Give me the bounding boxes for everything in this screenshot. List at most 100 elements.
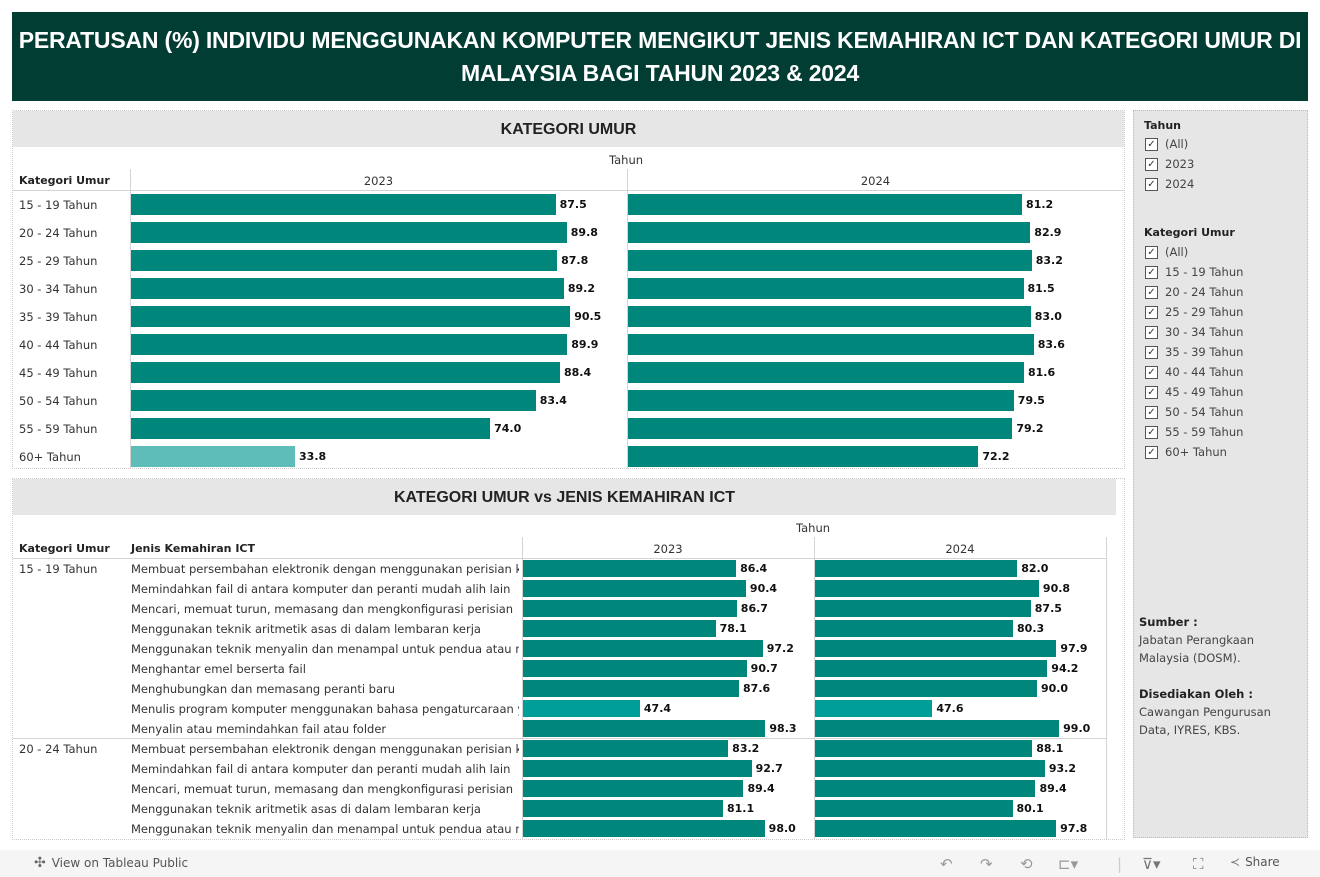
data-label: 78.1 xyxy=(719,622,747,635)
redo-icon[interactable]: ↷ xyxy=(980,855,993,873)
bar-2024 xyxy=(815,760,1045,777)
row-label: 60+ Tahun xyxy=(19,450,81,464)
checkbox-checked-icon[interactable]: ✓ xyxy=(1145,405,1158,419)
divider xyxy=(627,169,628,469)
filter-option[interactable]: ✓ (All) xyxy=(1145,137,1188,151)
revert-icon[interactable]: ⟲ xyxy=(1020,855,1033,873)
skill-label: Menggunakan teknik aritmetik asas di dal… xyxy=(131,802,481,816)
filter-option[interactable]: ✓ 25 - 29 Tahun xyxy=(1145,305,1243,319)
data-label: 89.4 xyxy=(1039,782,1067,795)
filter-option-label: 25 - 29 Tahun xyxy=(1165,305,1244,319)
bar-2023 xyxy=(523,800,723,817)
bar-2024 xyxy=(815,740,1033,757)
skill-label: Membuat persembahan elektronik dengan me… xyxy=(131,562,519,576)
skill-label: Membuat persembahan elektronik dengan me… xyxy=(131,742,519,756)
checkbox-checked-icon[interactable]: ✓ xyxy=(1145,305,1158,319)
data-label: 83.2 xyxy=(1035,254,1063,267)
view-on-tableau-public-link[interactable]: ✣ View on Tableau Public xyxy=(34,855,188,871)
download-icon[interactable]: ⊽▾ xyxy=(1142,855,1161,873)
row-header-kategori: Kategori Umur xyxy=(19,174,110,187)
checkbox-checked-icon[interactable]: ✓ xyxy=(1145,325,1158,339)
column-header-tahun: Tahun xyxy=(796,521,831,535)
filter-panel: Tahun ✓ (All) ✓ 2023 ✓ 2024 Kategori Umur ✓ (A… xyxy=(1133,110,1308,838)
filter-option[interactable]: ✓ 2023 xyxy=(1145,157,1194,171)
divider: | xyxy=(1117,855,1123,873)
divider xyxy=(814,537,815,839)
chart-title: KATEGORI UMUR xyxy=(13,111,1124,147)
data-label: 90.5 xyxy=(574,310,602,323)
data-label: 97.2 xyxy=(766,642,794,655)
skill-label: Mencari, memuat turun, memasang dan meng… xyxy=(131,602,514,616)
filter-option[interactable]: ✓ 30 - 34 Tahun xyxy=(1145,325,1243,339)
data-label: 87.8 xyxy=(561,254,589,267)
skill-label: Menggunakan teknik menyalin dan menampal… xyxy=(131,642,519,656)
data-label: 88.1 xyxy=(1036,742,1064,755)
checkbox-checked-icon[interactable]: ✓ xyxy=(1145,345,1158,359)
checkbox-checked-icon[interactable]: ✓ xyxy=(1145,385,1158,399)
year-header-2023: 2023 xyxy=(653,542,683,556)
checkbox-checked-icon[interactable]: ✓ xyxy=(1145,157,1158,171)
data-label: 33.8 xyxy=(299,450,327,463)
data-label: 90.4 xyxy=(749,582,778,595)
filter-option[interactable]: ✓ (All) xyxy=(1145,245,1188,259)
bar-2023 xyxy=(523,600,737,617)
filter-option-label: 35 - 39 Tahun xyxy=(1165,345,1244,359)
row-label: 55 - 59 Tahun xyxy=(19,422,98,436)
filter-option-label: 2023 xyxy=(1165,157,1195,171)
checkbox-checked-icon[interactable]: ✓ xyxy=(1145,285,1158,299)
bar-2024 xyxy=(628,390,1014,411)
bar-2023 xyxy=(523,760,752,777)
fullscreen-icon[interactable]: ⛶ xyxy=(1193,855,1204,873)
bar-2023 xyxy=(131,250,558,271)
filter-option[interactable]: ✓ 35 - 39 Tahun xyxy=(1145,345,1243,359)
filter-option[interactable]: ✓ 60+ Tahun xyxy=(1145,445,1227,459)
bar-2023 xyxy=(523,740,729,757)
filter-option[interactable]: ✓ 2024 xyxy=(1145,177,1194,191)
bar-2023 xyxy=(523,680,740,697)
divider xyxy=(13,190,1124,191)
data-label: 89.4 xyxy=(747,782,775,795)
checkbox-checked-icon[interactable]: ✓ xyxy=(1145,245,1158,259)
data-label: 81.2 xyxy=(1026,198,1054,211)
filter-option-label: 45 - 49 Tahun xyxy=(1165,385,1244,399)
filter-option[interactable]: ✓ 40 - 44 Tahun xyxy=(1145,365,1243,379)
filter-option[interactable]: ✓ 20 - 24 Tahun xyxy=(1145,285,1243,299)
bar-2024 xyxy=(815,620,1014,637)
bar-2023 xyxy=(523,780,744,797)
checkbox-checked-icon[interactable]: ✓ xyxy=(1145,265,1158,279)
skill-label: Menyalin atau memindahkan fail atau fold… xyxy=(131,722,387,736)
skill-label: Menggunakan teknik menyalin dan menampal… xyxy=(131,822,519,836)
checkbox-checked-icon[interactable]: ✓ xyxy=(1145,365,1158,379)
filter-option[interactable]: ✓ 15 - 19 Tahun xyxy=(1145,265,1243,279)
data-label: 81.5 xyxy=(1027,282,1055,295)
filter-option[interactable]: ✓ 45 - 49 Tahun xyxy=(1145,385,1243,399)
data-label: 81.6 xyxy=(1028,366,1056,379)
bar-2024 xyxy=(815,680,1037,697)
data-label: 98.0 xyxy=(768,822,796,835)
bar-2024 xyxy=(628,194,1023,215)
column-header-tahun: Tahun xyxy=(609,153,644,167)
undo-icon[interactable]: ↶ xyxy=(940,855,953,873)
bar-2024 xyxy=(628,418,1013,439)
refresh-icon[interactable]: ⊏▾ xyxy=(1058,855,1079,873)
source-label: Sumber : xyxy=(1139,615,1198,629)
row-label: 20 - 24 Tahun xyxy=(19,226,98,240)
checkbox-checked-icon[interactable]: ✓ xyxy=(1145,177,1158,191)
skill-label: Menggunakan teknik aritmetik asas di dal… xyxy=(131,622,481,636)
bar-2023 xyxy=(523,720,766,737)
checkbox-checked-icon[interactable]: ✓ xyxy=(1145,137,1158,151)
skill-label: Menulis program komputer menggunakan bah… xyxy=(131,702,519,716)
data-label: 80.1 xyxy=(1016,802,1044,815)
source-line: Jabatan Perangkaan xyxy=(1139,633,1255,647)
row-label: 25 - 29 Tahun xyxy=(19,254,98,268)
filter-option[interactable]: ✓ 55 - 59 Tahun xyxy=(1145,425,1243,439)
data-label: 87.6 xyxy=(743,682,771,695)
skill-label: Memindahkan fail di antara komputer dan … xyxy=(131,762,511,776)
bar-2024 xyxy=(628,250,1032,271)
filter-option[interactable]: ✓ 50 - 54 Tahun xyxy=(1145,405,1243,419)
bar-2023 xyxy=(523,820,765,837)
data-label: 87.5 xyxy=(1034,602,1062,615)
checkbox-checked-icon[interactable]: ✓ xyxy=(1145,445,1158,459)
checkbox-checked-icon[interactable]: ✓ xyxy=(1145,425,1158,439)
share-button[interactable]: ≺ Share xyxy=(1230,855,1280,869)
